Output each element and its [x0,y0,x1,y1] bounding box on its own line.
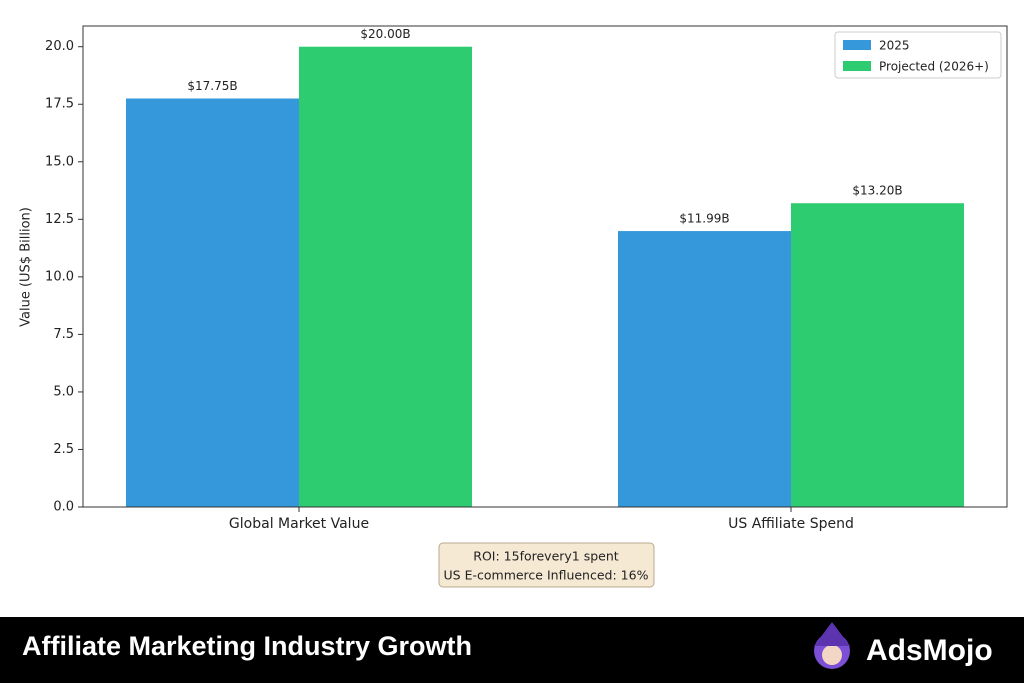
y-tick-label: 7.5 [53,327,74,342]
y-tick-label: 0.0 [53,500,74,515]
bar [791,203,964,508]
banner [0,617,1024,683]
y-axis-label: Value (US$ Billion) [19,207,34,327]
legend-label: Projected (2026+) [879,60,989,74]
value-label: $17.75B [187,79,237,93]
banner-title: Affiliate Marketing Industry Growth [22,631,472,661]
bar [126,98,299,508]
y-tick-label: 5.0 [53,384,74,399]
y-tick-label: 12.5 [45,212,74,227]
annotation-line: ROI: 15forevery1 spent [473,549,619,564]
annotation-line: US E-commerce Influenced: 16% [444,568,649,583]
y-tick-label: 17.5 [45,97,74,112]
value-label: $11.99B [679,212,729,226]
y-tick-label: 15.0 [45,154,74,169]
y-tick-label: 20.0 [45,39,74,54]
brand-logo [814,622,850,669]
legend-swatch [843,40,871,50]
x-tick-label: Global Market Value [229,516,369,532]
x-tick-label: US Affiliate Spend [728,516,854,532]
y-tick-label: 10.0 [45,269,74,284]
legend-box [834,31,1002,79]
bar [618,231,791,507]
value-label: $13.20B [852,184,902,198]
brand-name: AdsMojo [866,634,993,667]
legend-swatch [843,61,871,71]
annotation-box [438,542,655,588]
y-tick-label: 2.5 [53,442,74,457]
value-label: $20.00B [360,27,410,41]
legend-label: 2025 [879,39,910,53]
bar [299,46,472,507]
